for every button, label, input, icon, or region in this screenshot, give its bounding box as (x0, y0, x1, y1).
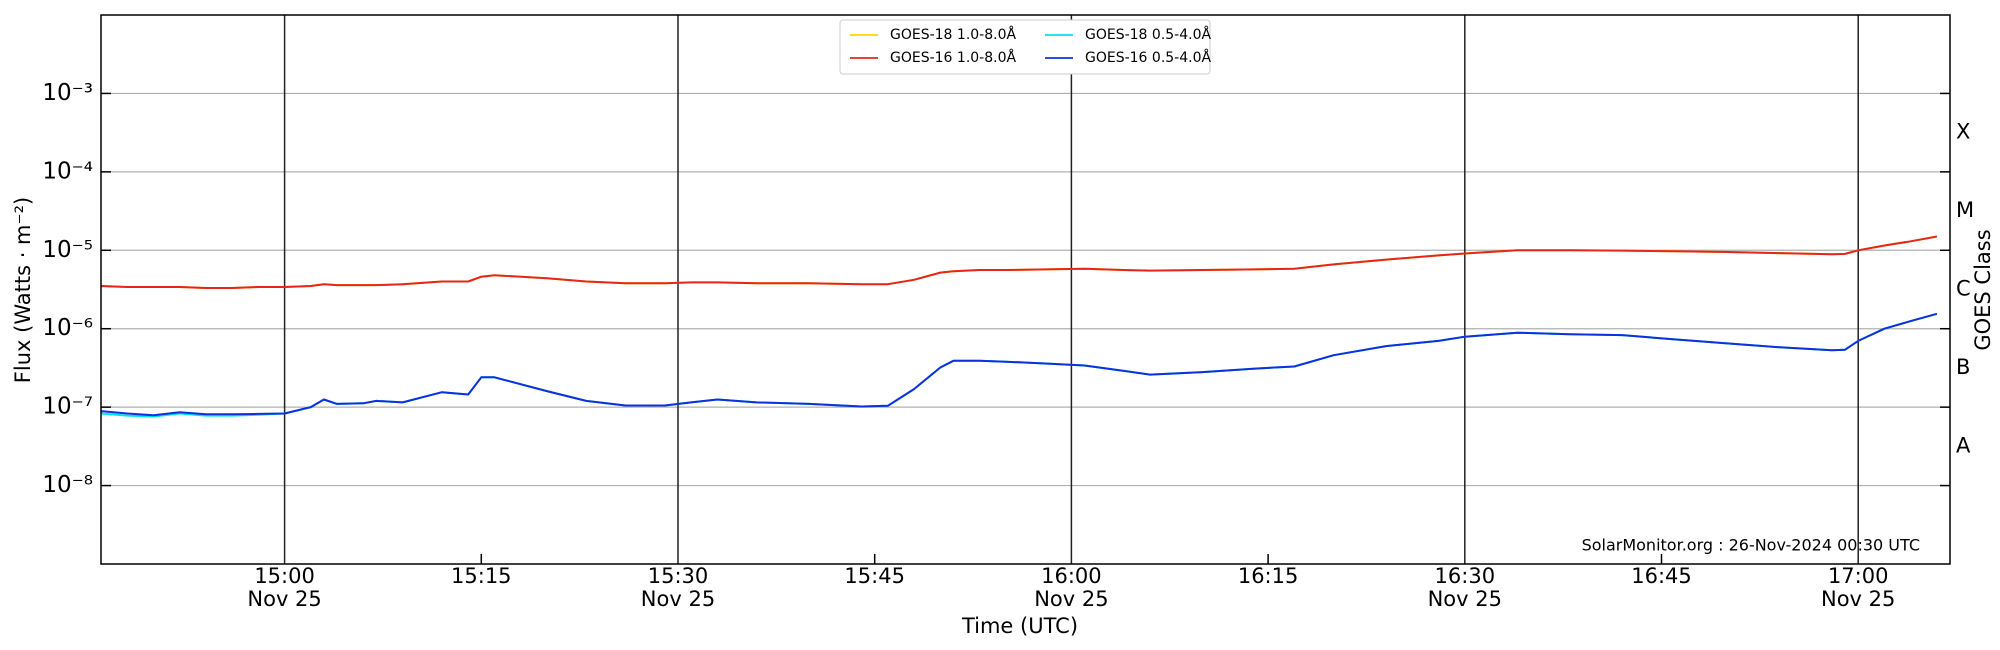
legend-box (839, 19, 1211, 75)
x-tick-label: 15:15 (451, 564, 512, 588)
x-tick-label: 16:45 (1631, 564, 1692, 588)
x-tick-label: 15:30 (648, 564, 709, 588)
y-axis-label: Flux (Watts · m⁻²) (11, 197, 35, 383)
series-line (100, 235, 1938, 289)
y-tick-label: 10⁻⁴ (42, 158, 93, 184)
x-tick-date: Nov 25 (1821, 587, 1895, 611)
legend-label: GOES-16 1.0-8.0Å (890, 49, 1016, 66)
x-tick-date: Nov 25 (1034, 587, 1108, 611)
x-tick-label: 15:45 (844, 564, 905, 588)
annotation: SolarMonitor.org : 26-Nov-2024 00:30 UTC (1582, 536, 1920, 555)
x-axis-label: Time (UTC) (961, 614, 1078, 638)
x-tick-label: 16:15 (1238, 564, 1299, 588)
series-line (100, 312, 1938, 417)
x-tick-label: 15:00 (254, 564, 315, 588)
y2-axis-label: GOES Class (1971, 229, 1995, 350)
x-tick-label: 16:00 (1041, 564, 1102, 588)
y-tick-label: 10⁻⁸ (42, 472, 93, 498)
legend-label: GOES-16 0.5-4.0Å (1085, 49, 1211, 66)
plot-frame (100, 14, 1951, 565)
y2-tick-label: X (1956, 120, 1970, 144)
legend-label: GOES-18 1.0-8.0Å (890, 26, 1016, 43)
y2-tick-label: C (1956, 277, 1971, 301)
y2-tick-label: A (1956, 433, 1971, 457)
x-tick-label: 16:30 (1435, 564, 1496, 588)
x-tick-label: 17:00 (1828, 564, 1889, 588)
x-tick-date: Nov 25 (641, 587, 715, 611)
y-tick-label: 10⁻⁵ (42, 237, 93, 263)
y-tick-label: 10⁻⁷ (42, 394, 93, 420)
y-tick-label: 10⁻⁶ (42, 315, 93, 341)
x-tick-date: Nov 25 (247, 587, 321, 611)
y2-tick-label: M (1956, 198, 1974, 222)
legend-label: GOES-18 0.5-4.0Å (1085, 26, 1211, 43)
y2-tick-label: B (1956, 355, 1970, 379)
x-tick-date: Nov 25 (1428, 587, 1502, 611)
y-tick-label: 10⁻³ (42, 80, 93, 106)
